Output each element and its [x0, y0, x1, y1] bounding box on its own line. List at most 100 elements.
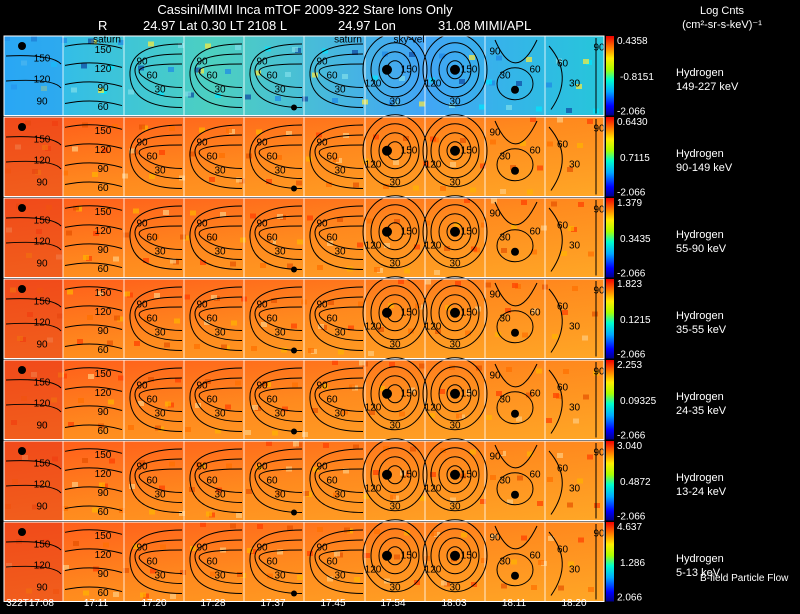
contour-line	[496, 67, 534, 101]
contour-line	[494, 363, 538, 388]
heatmap-cell	[256, 129, 262, 135]
contour-line	[430, 42, 480, 98]
contour-line	[446, 141, 464, 161]
energy-label: 90-149 keV	[676, 162, 733, 174]
contour-line	[64, 286, 123, 292]
heatmap-cell	[139, 460, 145, 465]
contour-line	[194, 134, 243, 179]
contour-label: 90	[36, 97, 48, 108]
pole-marker	[382, 307, 392, 318]
heatmap-cell	[293, 441, 299, 447]
panel-marker-label: saturn	[93, 35, 121, 46]
contour-line	[258, 63, 303, 88]
heatmap-cell	[338, 349, 344, 355]
heatmap-cell	[87, 315, 93, 320]
contour-label: 90	[256, 461, 268, 472]
heatmap-cell	[568, 226, 574, 231]
heatmap-cell	[245, 94, 251, 100]
colorbar-min-label: 2.066	[617, 593, 642, 604]
contour-line	[258, 306, 303, 331]
contour-label: 30	[499, 475, 511, 486]
heatmap-cell	[450, 162, 456, 167]
contour-line	[309, 124, 364, 189]
heatmap-cell	[144, 317, 150, 322]
contour-line	[370, 204, 420, 260]
contour-label: 30	[274, 246, 286, 257]
contour-label: 60	[266, 394, 278, 405]
contour-line	[370, 528, 420, 584]
subtitle-lon: 24.97 Lon	[338, 18, 396, 33]
heatmap-cell	[150, 568, 156, 574]
contour-label: 120	[34, 156, 51, 167]
heatmap-cell	[538, 560, 544, 565]
contour-label: 30	[569, 564, 581, 575]
contour-label: 60	[529, 307, 541, 318]
contour-label: 30	[449, 339, 461, 350]
contour-label: 30	[449, 420, 461, 431]
contour-line	[198, 468, 243, 493]
contour-line	[64, 367, 123, 373]
heatmap-cell	[250, 213, 256, 219]
contour-label: 120	[365, 321, 382, 332]
heatmap-cell	[73, 541, 79, 546]
contour-label: 60	[557, 139, 569, 150]
heatmap-cell	[577, 478, 583, 484]
contour-label: 30	[274, 165, 286, 176]
contour-line	[548, 369, 563, 434]
contour-label: 30	[569, 402, 581, 413]
contour-label: 30	[499, 556, 511, 567]
contour-label: 120	[34, 480, 51, 491]
contour-line	[496, 148, 534, 182]
contour-line	[189, 43, 243, 108]
contour-line	[362, 114, 428, 188]
heatmap-cell	[342, 74, 348, 79]
heatmap-cell	[367, 218, 373, 224]
contour-line	[438, 294, 472, 332]
heatmap-cell	[404, 530, 410, 536]
heatmap-cell	[389, 100, 395, 105]
heatmap-cell	[247, 548, 253, 553]
contour-label: 60	[266, 556, 278, 567]
contour-label: 30	[154, 165, 166, 176]
heatmap-cell	[149, 174, 155, 179]
heatmap-cell	[230, 523, 236, 529]
contour-label: 60	[206, 475, 218, 486]
contour-line	[422, 114, 488, 188]
contour-label: 90	[97, 569, 109, 580]
heatmap-cell	[221, 344, 227, 350]
heatmap-cell	[333, 157, 339, 162]
contour-label: 30	[274, 84, 286, 95]
heatmap-cell	[123, 232, 129, 238]
contour-line	[129, 286, 183, 351]
contour-line	[362, 438, 428, 512]
contour-line	[64, 262, 123, 269]
contour-line	[548, 45, 563, 110]
contour-line	[189, 367, 243, 432]
heatmap-cell	[359, 360, 365, 366]
contour-label: 30	[569, 78, 581, 89]
contour-line	[5, 322, 62, 332]
contour-label: 60	[266, 70, 278, 81]
heatmap-cell	[501, 583, 507, 589]
heatmap-cell	[583, 59, 589, 64]
contour-line	[362, 33, 428, 107]
colorbar-min-label: -2.066	[617, 107, 646, 118]
heatmap-cell	[582, 335, 588, 341]
heatmap-cell	[99, 482, 105, 488]
heatmap-cell	[326, 182, 332, 187]
contour-line	[134, 296, 183, 341]
heatmap-cell	[134, 341, 140, 346]
heatmap-cell	[521, 200, 527, 205]
heatmap-cell	[390, 494, 396, 500]
contour-label: 90	[36, 178, 48, 189]
heatmap-cell	[108, 399, 114, 405]
heatmap-cell	[409, 387, 415, 393]
contour-line	[258, 468, 303, 493]
heatmap-cell	[306, 156, 312, 162]
contour-label: 90	[489, 452, 501, 463]
contour-line	[249, 205, 303, 270]
contour-label: 90	[316, 218, 328, 229]
heatmap-cell	[369, 410, 375, 415]
contour-line	[5, 79, 62, 89]
